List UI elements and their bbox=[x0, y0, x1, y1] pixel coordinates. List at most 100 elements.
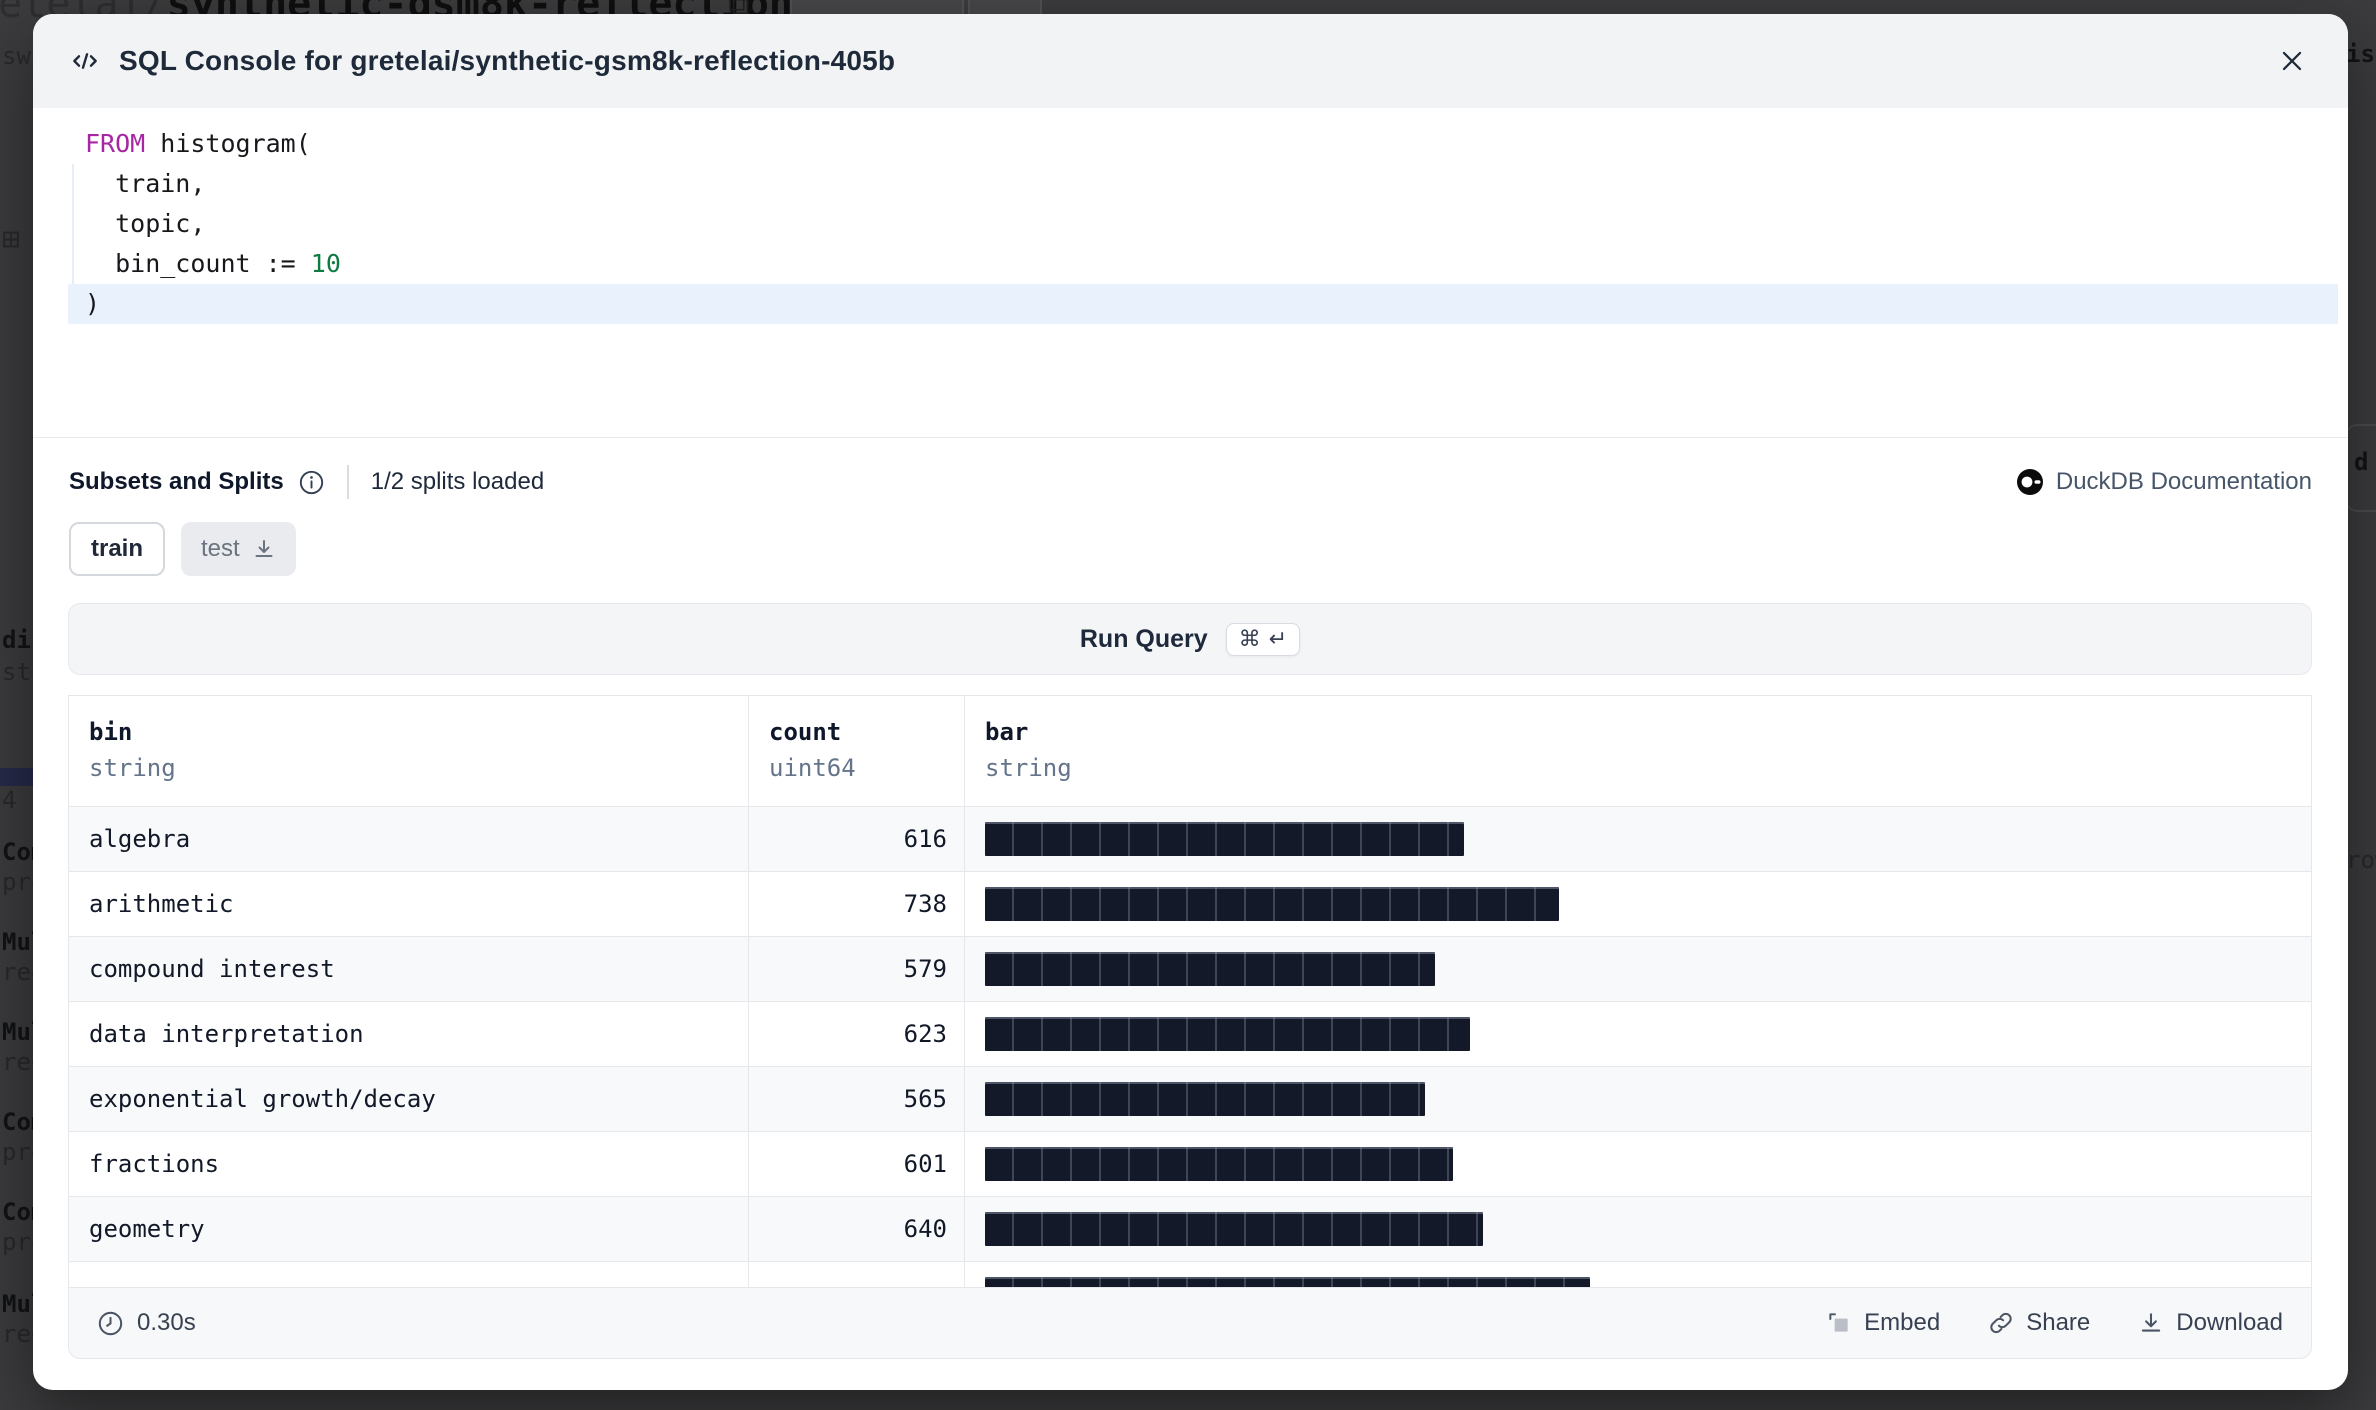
column-name: bin bbox=[89, 718, 133, 746]
sql-editor[interactable]: FROM histogram( train, topic, bin_count … bbox=[33, 108, 2348, 324]
column-type: string bbox=[985, 754, 1072, 782]
sql-keyword: FROM bbox=[85, 129, 146, 158]
share-label: Share bbox=[2026, 1309, 2091, 1336]
bar-cell bbox=[965, 1262, 2311, 1287]
sql-console-modal: SQL Console for gretelai/synthetic-gsm8k… bbox=[33, 14, 2348, 1390]
bin-cell: arithmetic bbox=[69, 872, 749, 936]
count-cell: 601 bbox=[749, 1132, 965, 1196]
table-row: algebra 616 bbox=[69, 806, 2311, 871]
sql-text: train, bbox=[85, 169, 206, 198]
split-label: test bbox=[201, 535, 240, 562]
keyboard-shortcut-badge: ⌘ ↵ bbox=[1225, 622, 1301, 656]
column-name: bar bbox=[985, 718, 1029, 746]
split-tab-test[interactable]: test bbox=[181, 522, 296, 576]
splits-row: train test bbox=[33, 522, 2348, 576]
bar-cell bbox=[965, 872, 2311, 936]
table-row: compound interest 579 bbox=[69, 936, 2311, 1001]
embed-button[interactable]: Embed bbox=[1826, 1309, 1940, 1337]
splits-loaded-status: 1/2 splits loaded bbox=[370, 468, 545, 495]
download-icon bbox=[2138, 1310, 2164, 1336]
code-line[interactable]: train, bbox=[33, 164, 2348, 204]
count-cell: 738 bbox=[749, 872, 965, 936]
table-row: fractions 601 bbox=[69, 1131, 2311, 1196]
count-cell: 640 bbox=[749, 1197, 965, 1261]
count-cell: 565 bbox=[749, 1067, 965, 1131]
duckdb-logo-icon bbox=[2016, 468, 2044, 496]
sql-text: bin_count := bbox=[85, 249, 311, 278]
histogram-bar bbox=[985, 1277, 1590, 1287]
code-line-active[interactable]: ) bbox=[68, 284, 2338, 324]
code-icon bbox=[69, 45, 101, 77]
bin-cell: algebra bbox=[69, 807, 749, 871]
clock-icon bbox=[97, 1310, 124, 1337]
download-label: Download bbox=[2176, 1309, 2283, 1336]
table-row: data interpretation 623 bbox=[69, 1001, 2311, 1066]
run-query-label: Run Query bbox=[1079, 624, 1208, 653]
close-button[interactable] bbox=[2272, 41, 2312, 81]
split-tab-train[interactable]: train bbox=[69, 522, 166, 576]
background-selected-band bbox=[0, 768, 34, 786]
count-cell bbox=[749, 1262, 965, 1287]
table-header-row: bin string count uint64 bar string bbox=[69, 696, 2311, 806]
histogram-bar bbox=[985, 952, 1435, 986]
download-button[interactable]: Download bbox=[2138, 1309, 2283, 1337]
count-cell: 579 bbox=[749, 937, 965, 1001]
duckdb-documentation-label: DuckDB Documentation bbox=[2055, 468, 2312, 495]
column-header-count: count uint64 bbox=[749, 696, 965, 806]
histogram-bar bbox=[985, 822, 1464, 856]
bar-cell bbox=[965, 1197, 2311, 1261]
column-name: count bbox=[769, 718, 842, 746]
bar-cell bbox=[965, 1132, 2311, 1196]
vertical-divider bbox=[346, 465, 349, 499]
bin-cell bbox=[69, 1262, 749, 1287]
background-text-fragment: d bbox=[2354, 448, 2369, 476]
bin-cell: data interpretation bbox=[69, 1002, 749, 1066]
histogram-bar bbox=[985, 1082, 1425, 1116]
column-type: string bbox=[89, 754, 176, 782]
column-header-bin: bin string bbox=[69, 696, 749, 806]
info-icon[interactable] bbox=[298, 469, 325, 496]
bar-cell bbox=[965, 1002, 2311, 1066]
code-line[interactable]: bin_count := 10 bbox=[33, 244, 2348, 284]
bin-cell: fractions bbox=[69, 1132, 749, 1196]
sql-text: ) bbox=[85, 289, 101, 318]
share-button[interactable]: Share bbox=[1988, 1309, 2090, 1337]
bar-cell bbox=[965, 1067, 2311, 1131]
histogram-bar bbox=[985, 1147, 1453, 1181]
sql-text: histogram( bbox=[145, 129, 311, 158]
column-header-bar: bar string bbox=[965, 696, 2311, 806]
bin-cell: geometry bbox=[69, 1197, 749, 1261]
histogram-bar bbox=[985, 1212, 1483, 1246]
modal-header: SQL Console for gretelai/synthetic-gsm8k… bbox=[33, 14, 2348, 108]
sql-text: topic, bbox=[85, 209, 206, 238]
subsets-section: Subsets and Splits 1/2 splits loaded bbox=[33, 437, 2348, 1359]
histogram-bar bbox=[985, 1017, 1470, 1051]
results-table: bin string count uint64 bar string algeb… bbox=[68, 695, 2312, 1287]
sql-number: 10 bbox=[310, 249, 341, 278]
run-query-button[interactable]: Run Query ⌘ ↵ bbox=[68, 603, 2312, 675]
column-type: uint64 bbox=[769, 754, 856, 782]
code-line[interactable]: FROM histogram( bbox=[33, 124, 2348, 164]
table-row: arithmetic 738 bbox=[69, 871, 2311, 936]
table-body: algebra 616 arithmetic 738 compound inte… bbox=[69, 806, 2311, 1287]
background-text-fragment: row bbox=[2346, 846, 2376, 874]
split-label: train bbox=[91, 535, 144, 562]
embed-label: Embed bbox=[1864, 1309, 1941, 1336]
code-line[interactable]: topic, bbox=[33, 204, 2348, 244]
bin-cell: compound interest bbox=[69, 937, 749, 1001]
duckdb-documentation-link[interactable]: DuckDB Documentation bbox=[2016, 468, 2312, 496]
table-row: exponential growth/decay 565 bbox=[69, 1066, 2311, 1131]
return-key-icon: ↵ bbox=[1268, 626, 1288, 652]
subsets-heading: Subsets and Splits bbox=[69, 468, 284, 495]
download-icon bbox=[252, 537, 276, 561]
histogram-bar bbox=[985, 887, 1559, 921]
bin-cell: exponential growth/decay bbox=[69, 1067, 749, 1131]
count-cell: 616 bbox=[749, 807, 965, 871]
query-duration: 0.30s bbox=[137, 1309, 196, 1336]
background-text-fragment: issa bbox=[2346, 40, 2376, 68]
indent-guide bbox=[72, 164, 74, 284]
table-row-clipped bbox=[69, 1261, 2311, 1287]
modal-title: SQL Console for gretelai/synthetic-gsm8k… bbox=[119, 45, 896, 76]
results-footer: 0.30s Embed bbox=[68, 1287, 2312, 1359]
